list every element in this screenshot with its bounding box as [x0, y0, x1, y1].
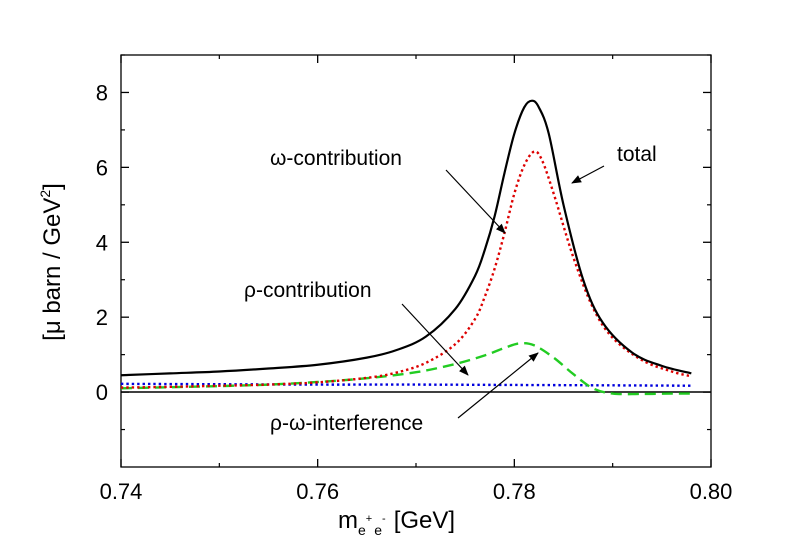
x-axis-unit: [GeV] [394, 507, 455, 534]
x-axis-sup-2: - [382, 513, 386, 525]
annotation-rho-omega-interference: ρ-ω-interference [270, 412, 423, 435]
y-tick-label: 8 [96, 80, 108, 105]
y-axis-title: [μ barn / GeV2] [37, 183, 66, 341]
series-line-rho-omega-interference [120, 341, 692, 396]
annotation-total: total [617, 143, 657, 166]
series-line-rho-contribution [120, 382, 692, 387]
x-tick-label: 0.74 [100, 479, 143, 504]
x-tick-label: 0.78 [493, 479, 536, 504]
plot-frame [120, 54, 712, 468]
y-axis-ticks: 0 2 4 6 8 [96, 54, 711, 431]
x-axis-sub-2: e [374, 522, 382, 538]
arrow-rho-omega-interference [457, 352, 539, 419]
annotation-omega-contribution: ω-contribution [270, 147, 402, 170]
x-tick-label: 0.80 [690, 479, 733, 504]
y-axis-title-close: ] [39, 183, 66, 190]
arrow-total [571, 165, 605, 184]
series-line-omega-contribution [120, 150, 692, 389]
x-axis-ticks: 0.74 0.76 0.78 0.80 [100, 55, 733, 504]
series-layer [120, 99, 692, 396]
y-tick-label: 4 [96, 230, 108, 255]
x-axis-title: me+e- [GeV] [338, 507, 455, 538]
x-axis-sup-1: + [366, 513, 372, 525]
y-tick-label: 0 [96, 380, 108, 405]
arrow-rho-contribution [401, 303, 469, 376]
x-axis-title-main: m [338, 507, 358, 534]
series-line-total [120, 99, 692, 377]
y-axis-title-text: [μ barn / GeV [39, 198, 66, 341]
x-axis-sub-1: e [358, 522, 366, 538]
annotation-rho-contribution: ρ-contribution [244, 279, 372, 302]
y-axis-title-sup: 2 [37, 190, 53, 198]
y-tick-label: 2 [96, 305, 108, 330]
y-tick-label: 6 [96, 155, 108, 180]
x-tick-label: 0.76 [296, 479, 339, 504]
arrow-omega-contribution [445, 169, 506, 234]
